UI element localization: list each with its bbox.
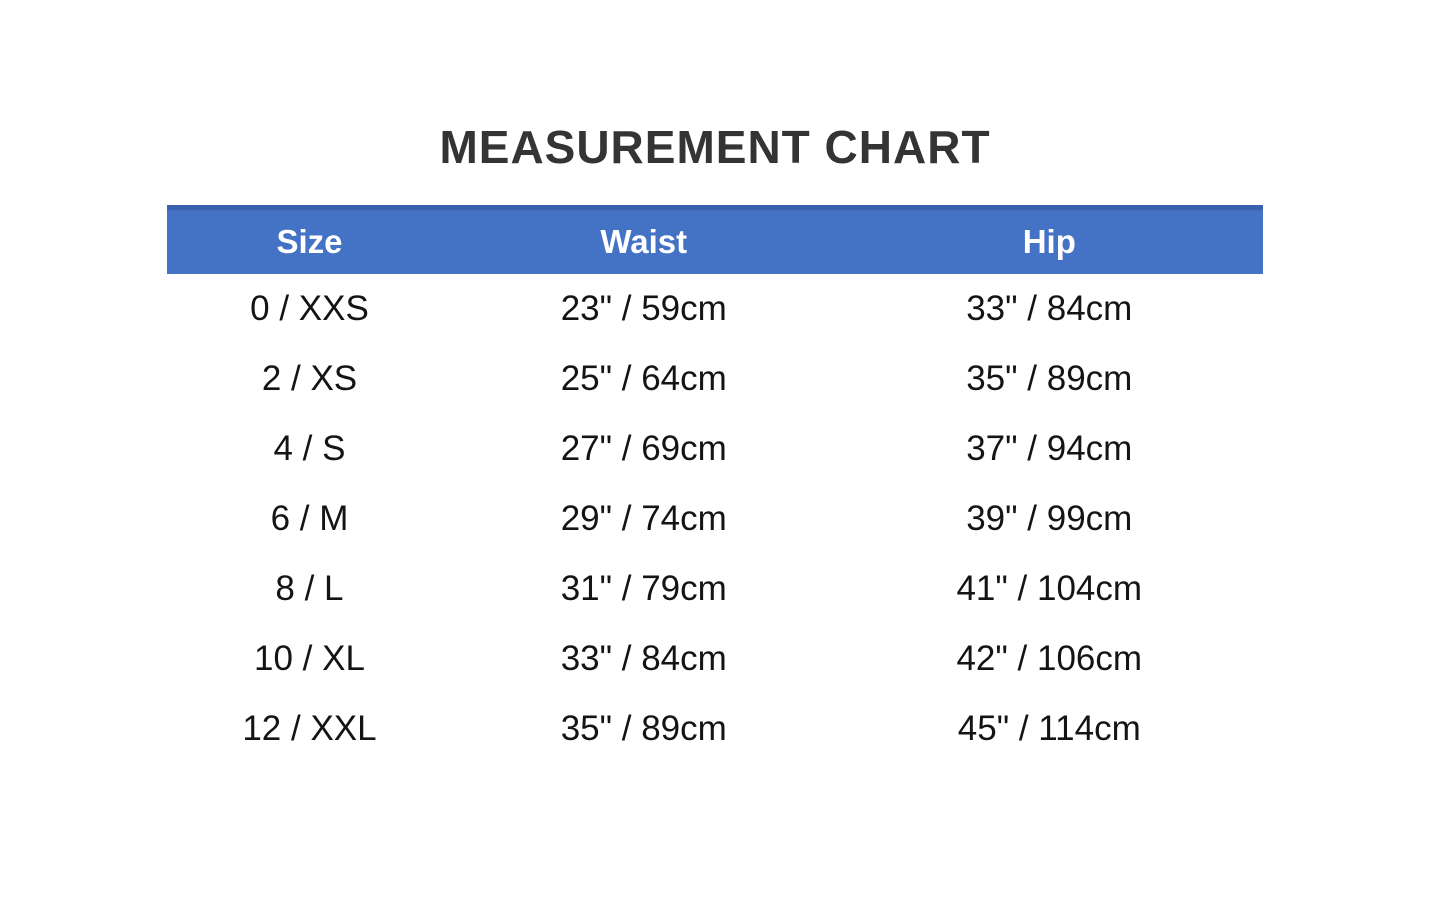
table-row: 4 / S 27" / 69cm 37" / 94cm — [167, 414, 1263, 484]
hip-cell: 45" / 114cm — [957, 709, 1141, 748]
table-row: 2 / XS 25" / 64cm 35" / 89cm — [167, 344, 1263, 414]
column-header-waist: Waist — [451, 205, 836, 274]
column-header-size: Size — [167, 205, 452, 274]
waist-cell: 31" / 79cm — [560, 569, 727, 608]
hip-cell: 42" / 106cm — [956, 639, 1143, 678]
hip-cell: 33" / 84cm — [966, 289, 1133, 328]
waist-cell: 35" / 89cm — [560, 709, 727, 748]
size-cell: 12 / XXL — [242, 709, 377, 748]
measurement-table: Size Waist Hip 0 / XXS 23" / 59cm 33" / … — [167, 205, 1263, 764]
waist-cell: 23" / 59cm — [560, 289, 727, 328]
waist-cell: 25" / 64cm — [560, 359, 727, 398]
page-title: MEASUREMENT CHART — [439, 121, 991, 173]
waist-cell: 27" / 69cm — [560, 429, 727, 468]
size-cell: 10 / XL — [254, 639, 365, 678]
size-cell: 0 / XXS — [250, 289, 369, 328]
size-cell: 6 / M — [270, 499, 349, 538]
size-cell: 4 / S — [273, 429, 346, 468]
hip-cell: 41" / 104cm — [956, 569, 1143, 608]
waist-cell: 29" / 74cm — [560, 499, 727, 538]
size-cell: 2 / XS — [261, 359, 358, 398]
table-row: 6 / M 29" / 74cm 39" / 99cm — [167, 484, 1263, 554]
hip-cell: 39" / 99cm — [966, 499, 1133, 538]
hip-cell: 37" / 94cm — [966, 429, 1133, 468]
table-header-row: Size Waist Hip — [167, 205, 1263, 274]
table-row: 0 / XXS 23" / 59cm 33" / 84cm — [167, 274, 1263, 344]
hip-cell: 35" / 89cm — [966, 359, 1133, 398]
size-cell: 8 / L — [275, 569, 344, 608]
column-header-hip: Hip — [835, 205, 1263, 274]
table-row: 10 / XL 33" / 84cm 42" / 106cm — [167, 624, 1263, 694]
table-row: 8 / L 31" / 79cm 41" / 104cm — [167, 554, 1263, 624]
table-row: 12 / XXL 35" / 89cm 45" / 114cm — [167, 694, 1263, 764]
waist-cell: 33" / 84cm — [560, 639, 727, 678]
